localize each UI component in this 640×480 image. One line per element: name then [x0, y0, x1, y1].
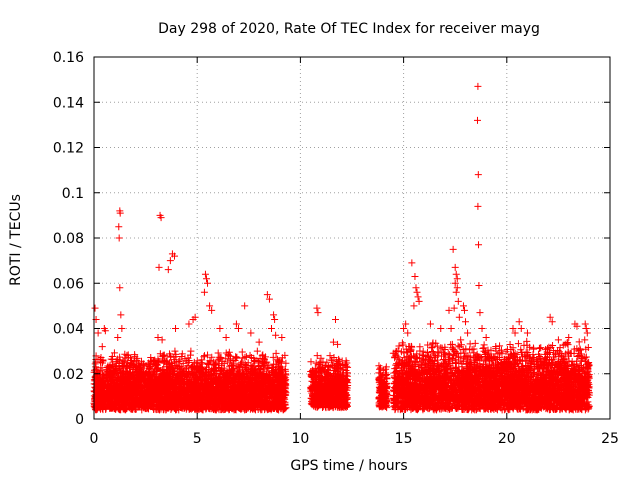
data-point	[214, 349, 222, 357]
data-point	[151, 356, 159, 364]
data-point	[200, 352, 208, 360]
data-point	[242, 353, 250, 361]
data-point	[187, 347, 195, 355]
data-point	[121, 350, 129, 358]
data-point	[131, 351, 139, 359]
data-point	[282, 359, 290, 367]
data-point	[253, 347, 261, 355]
data-point	[272, 349, 280, 357]
chart-title: Day 298 of 2020, Rate Of TEC Index for r…	[158, 21, 540, 37]
data-point	[375, 365, 383, 373]
data-point	[457, 336, 465, 344]
data-point	[270, 360, 278, 368]
data-point	[171, 347, 179, 355]
data-point	[241, 361, 249, 369]
data-point	[258, 352, 266, 360]
data-point	[208, 353, 216, 361]
grid-lines	[94, 57, 610, 419]
data-points	[90, 82, 593, 414]
data-point	[281, 351, 289, 359]
data-point	[307, 358, 315, 366]
data-point	[251, 358, 259, 366]
data-point	[133, 354, 141, 362]
